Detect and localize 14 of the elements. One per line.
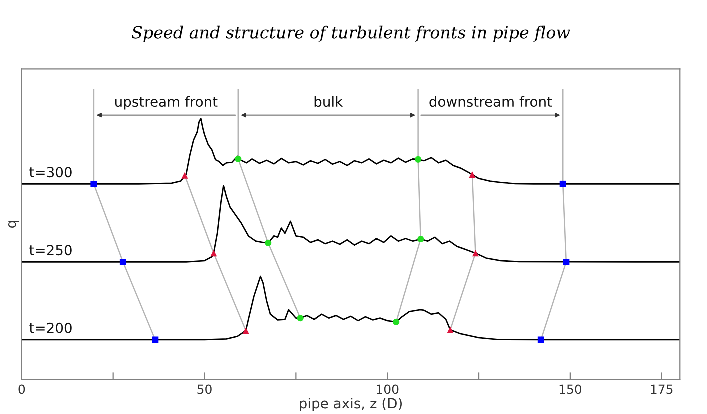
text: downstream front: [430, 96, 552, 108]
chart-title: Speed and structure of turbulent fronts in pipe flow: [132, 26, 570, 42]
x-tick-label: 0: [18, 384, 26, 394]
annotation: t=300: [30, 167, 72, 178]
x-tick-label: 150: [560, 384, 582, 394]
annotation: t=200: [30, 322, 72, 334]
x-tick-label: 100: [377, 384, 399, 394]
text: bulk: [314, 96, 344, 108]
y-axis-title: q: [8, 221, 20, 228]
annotation: t=250: [30, 245, 72, 256]
x-axis-title: pipe axis, z (D): [300, 398, 402, 412]
x-tick-label: 50: [198, 384, 212, 394]
text: upstream front: [115, 96, 218, 110]
x-tick-label: 175: [651, 384, 673, 394]
